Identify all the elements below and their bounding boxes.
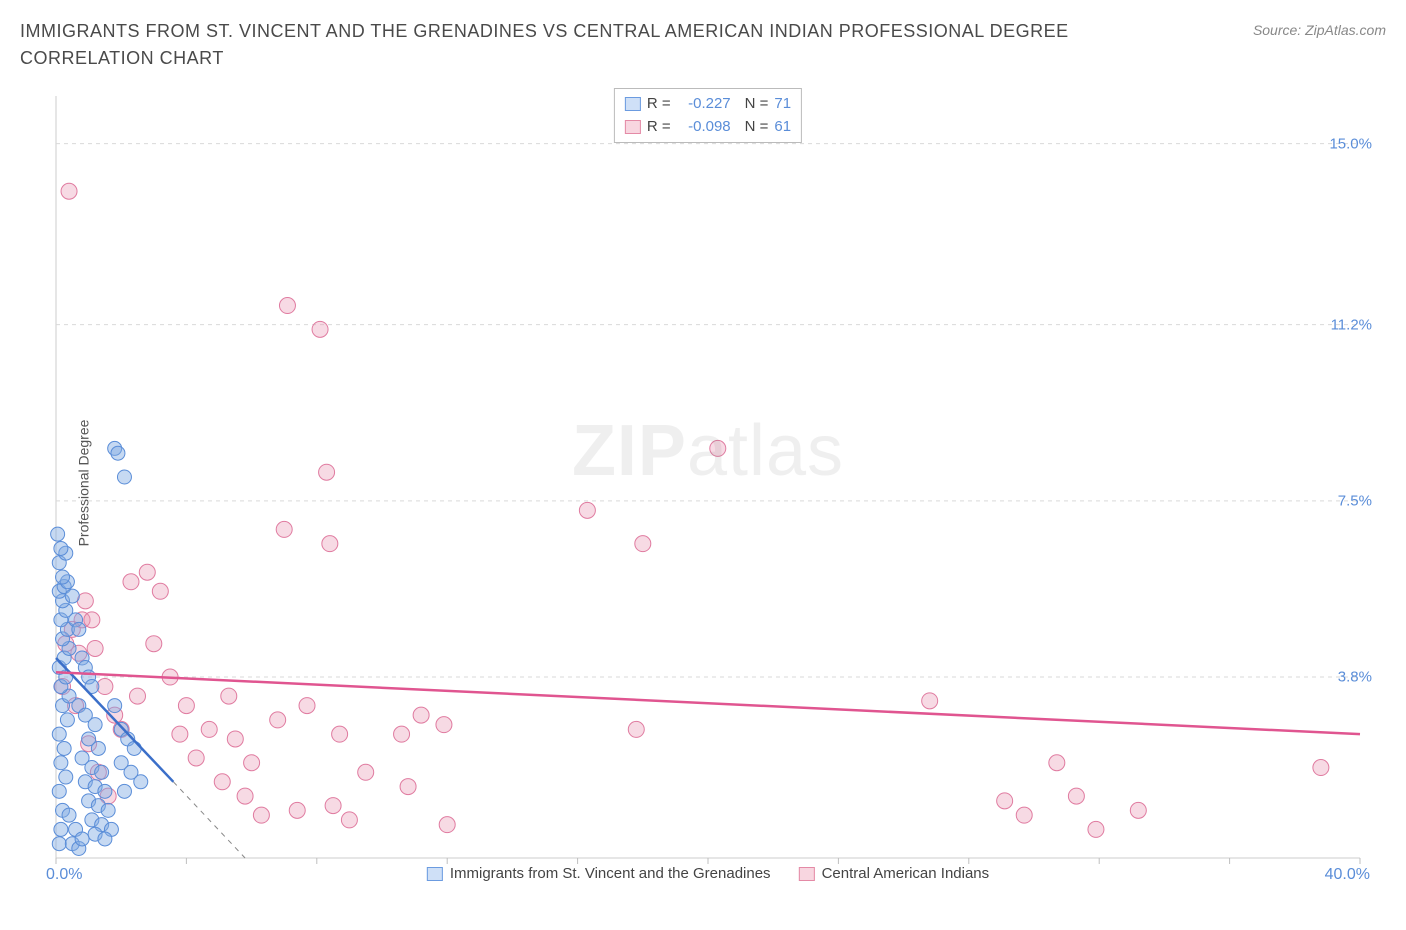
y-tick-label: 11.2% (1331, 316, 1372, 333)
r-label: R = (647, 93, 671, 116)
y-tick-label: 3.8% (1338, 669, 1372, 686)
source-credit: Source: ZipAtlas.com (1253, 22, 1386, 38)
legend-label-blue: Immigrants from St. Vincent and the Gren… (450, 865, 771, 882)
legend-item-pink: Central American Indians (799, 865, 990, 882)
source-name: ZipAtlas.com (1305, 22, 1386, 38)
legend-stats: R = -0.227 N = 71 R = -0.098 N = 61 (614, 88, 802, 143)
n-label: N = (745, 93, 769, 116)
legend-swatch-blue (625, 97, 641, 111)
x-axis-max-label: 40.0% (1325, 866, 1370, 884)
chart-svg (48, 88, 1368, 878)
legend-item-blue: Immigrants from St. Vincent and the Gren… (427, 865, 771, 882)
r-value-1: -0.098 (677, 116, 731, 139)
x-axis-min-label: 0.0% (46, 866, 82, 884)
legend-swatch-blue (427, 867, 443, 881)
legend-swatch-pink (625, 120, 641, 134)
source-prefix: Source: (1253, 22, 1305, 38)
y-tick-label: 15.0% (1329, 135, 1372, 152)
legend-label-pink: Central American Indians (822, 865, 990, 882)
legend-series: Immigrants from St. Vincent and the Gren… (427, 865, 989, 882)
legend-swatch-pink (799, 867, 815, 881)
r-value-0: -0.227 (677, 93, 731, 116)
legend-stats-row-0: R = -0.227 N = 71 (625, 93, 791, 116)
n-value-0: 71 (774, 93, 791, 116)
r-label: R = (647, 116, 671, 139)
page-title: IMMIGRANTS FROM ST. VINCENT AND THE GREN… (20, 18, 1120, 72)
scatter-chart: Professional Degree ZIPatlas R = -0.227 … (48, 88, 1368, 878)
n-value-1: 61 (774, 116, 791, 139)
n-label: N = (745, 116, 769, 139)
legend-stats-row-1: R = -0.098 N = 61 (625, 116, 791, 139)
y-tick-label: 7.5% (1338, 492, 1372, 509)
